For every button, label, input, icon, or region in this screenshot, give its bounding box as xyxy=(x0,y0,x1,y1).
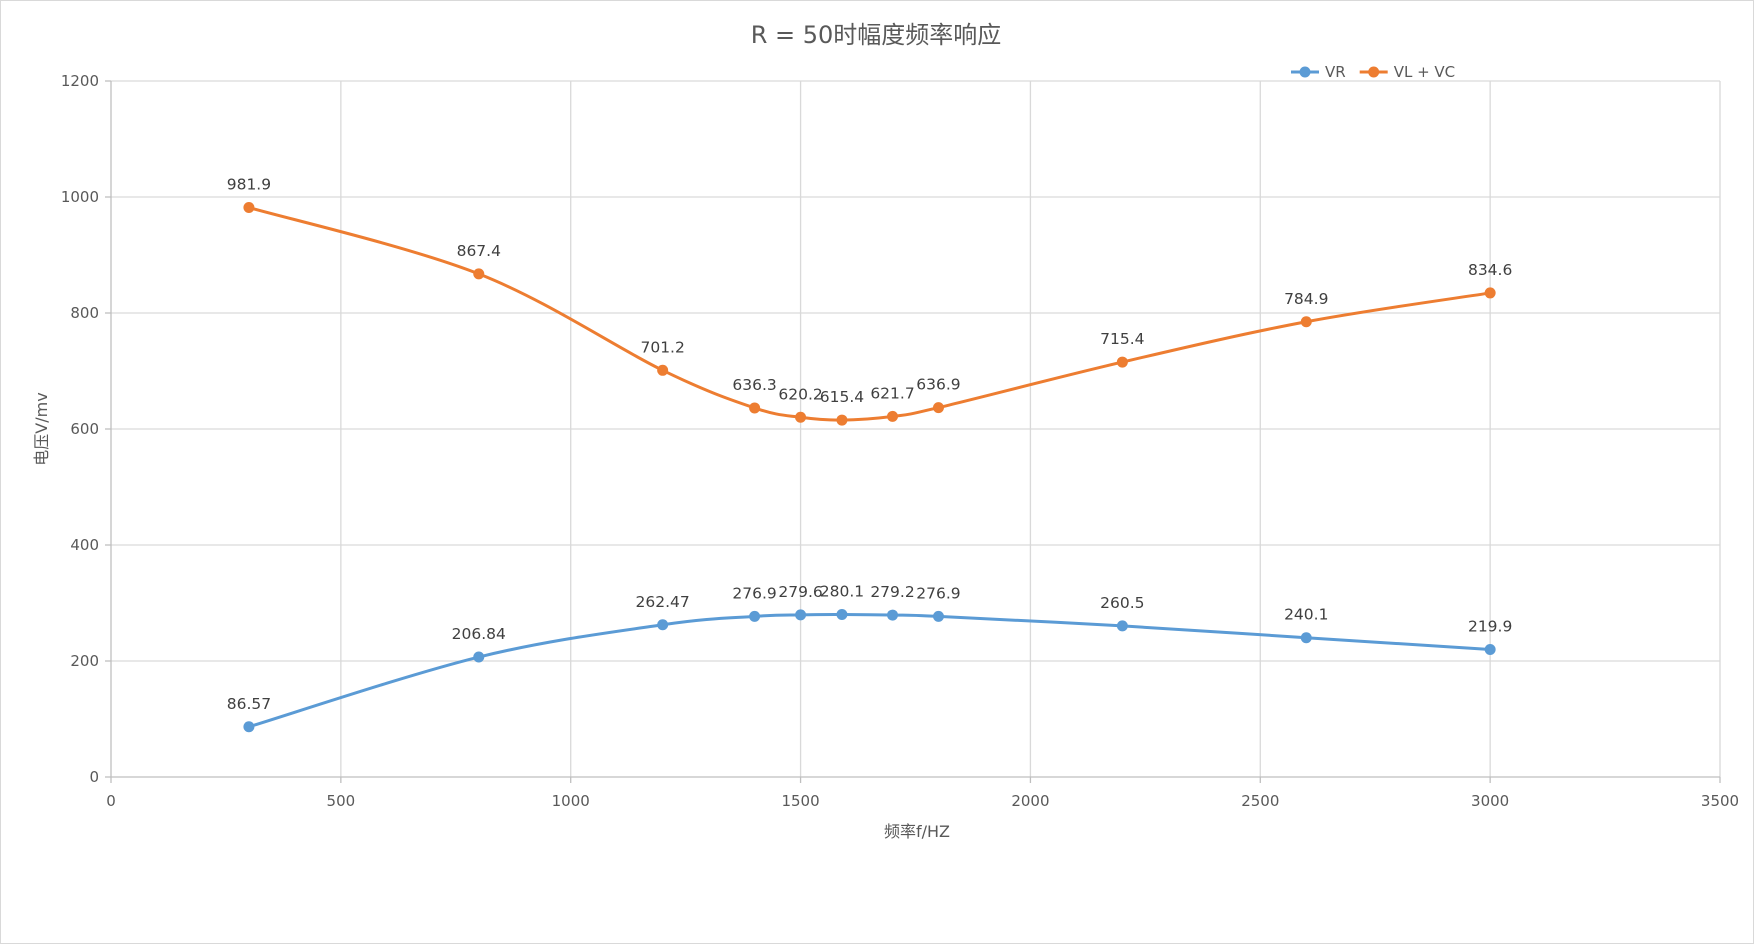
grid-layer xyxy=(111,80,1721,777)
data-label-vl-vc: 701.2 xyxy=(640,338,684,356)
tick-layer: 0 500 1000 1500 2000 2500 3000 3500 0 200 400 600 80… xyxy=(61,72,1739,810)
data-label-vl-vc: 715.4 xyxy=(1100,330,1144,348)
data-point-vl-vc xyxy=(932,402,944,414)
data-label-vr: 260.5 xyxy=(1100,594,1144,612)
data-label-vr: 279.6 xyxy=(778,583,822,601)
series-layer xyxy=(243,201,1496,733)
data-point-vl-vc xyxy=(795,411,807,423)
data-label-vr: 276.9 xyxy=(916,584,960,602)
data-label-vl-vc: 615.4 xyxy=(820,388,864,406)
y-tick-label: 400 xyxy=(70,536,99,554)
data-point-vl-vc xyxy=(657,364,669,376)
data-label-vr: 86.57 xyxy=(227,695,271,713)
data-label-vl-vc: 867.4 xyxy=(457,242,501,260)
x-tick-label: 2000 xyxy=(1011,792,1049,810)
data-point-vr xyxy=(243,721,255,733)
y-tick-label: 1000 xyxy=(61,188,99,206)
data-label-vl-vc: 636.3 xyxy=(732,376,776,394)
data-label-vl-vc: 784.9 xyxy=(1284,290,1328,308)
data-point-vl-vc xyxy=(1116,356,1128,368)
data-point-vl-vc xyxy=(473,268,485,280)
data-point-vl-vc xyxy=(836,414,848,426)
legend-swatch-marker xyxy=(1299,66,1311,78)
data-point-vr xyxy=(473,651,485,663)
axis-layer xyxy=(105,80,1721,783)
data-label-vr: 280.1 xyxy=(820,583,864,601)
data-point-vr xyxy=(657,619,669,631)
data-point-vl-vc xyxy=(1300,316,1312,328)
data-label-vr: 206.84 xyxy=(452,625,506,643)
legend-item-vr: VR xyxy=(1291,63,1346,81)
legend-label: VL + VC xyxy=(1394,63,1455,81)
data-label-vl-vc: 620.2 xyxy=(778,385,822,403)
y-axis-title: 电压V/mv xyxy=(32,392,51,465)
data-label-vr: 276.9 xyxy=(732,584,776,602)
y-tick-label: 600 xyxy=(70,420,99,438)
data-point-vr xyxy=(749,610,761,622)
data-point-vl-vc xyxy=(1484,287,1496,299)
data-point-vr xyxy=(1116,620,1128,632)
data-label-vr: 262.47 xyxy=(636,593,690,611)
series-line-vr xyxy=(247,613,1492,729)
x-tick-label: 1500 xyxy=(781,792,819,810)
y-tick-label: 0 xyxy=(89,768,99,786)
data-point-vr xyxy=(932,610,944,622)
legend-item-vl-vc: VL + VC xyxy=(1359,63,1455,81)
data-point-vr xyxy=(795,609,807,621)
legend-swatch-marker xyxy=(1368,66,1380,78)
x-tick-label: 3500 xyxy=(1701,792,1739,810)
data-point-vr xyxy=(887,609,899,621)
x-tick-label: 3000 xyxy=(1471,792,1509,810)
data-label-vl-vc: 636.9 xyxy=(916,376,960,394)
chart-title: R = 50时幅度频率响应 xyxy=(751,21,1002,49)
data-point-vl-vc xyxy=(243,201,255,213)
data-label-vr: 240.1 xyxy=(1284,606,1328,624)
data-point-vl-vc xyxy=(887,410,899,422)
x-tick-label: 500 xyxy=(327,792,356,810)
data-label-vl-vc: 621.7 xyxy=(870,384,914,402)
y-tick-label: 200 xyxy=(70,652,99,670)
y-tick-label: 1200 xyxy=(61,72,99,90)
x-tick-label: 1000 xyxy=(552,792,590,810)
data-point-vl-vc xyxy=(749,402,761,414)
x-tick-label: 0 xyxy=(106,792,116,810)
legend-label: VR xyxy=(1325,63,1346,81)
data-label-vr: 279.2 xyxy=(870,583,914,601)
data-label-vl-vc: 981.9 xyxy=(227,175,271,193)
data-point-vr xyxy=(1484,643,1496,655)
data-label-vr: 219.9 xyxy=(1468,617,1512,635)
x-tick-label: 2500 xyxy=(1241,792,1279,810)
legend: VR VL + VC xyxy=(1291,63,1455,81)
y-tick-label: 800 xyxy=(70,304,99,322)
x-axis-title: 频率f/HZ xyxy=(884,822,950,841)
data-point-vr xyxy=(836,609,848,621)
data-label-vl-vc: 834.6 xyxy=(1468,261,1512,279)
data-point-vr xyxy=(1300,632,1312,644)
